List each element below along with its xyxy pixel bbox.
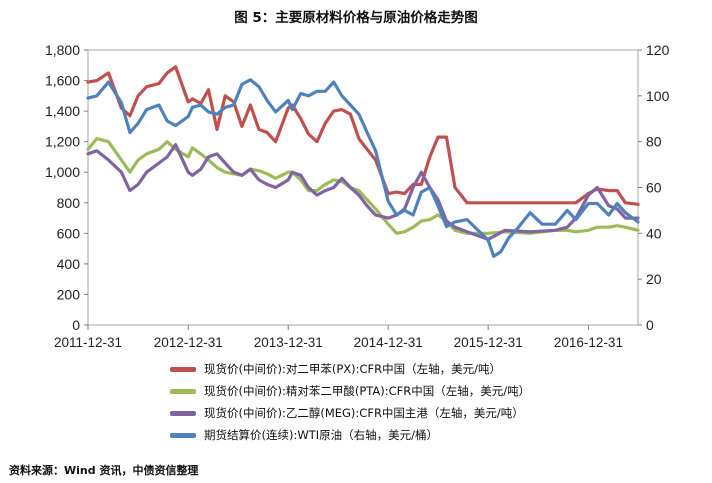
legend-item-2: 现货价(中间价):精对苯二甲酸(PTA):CFR中国（左轴，美元/吨） <box>170 380 530 402</box>
y-right-tick-label: 20 <box>646 271 662 287</box>
y-left-tick-label: 0 <box>72 317 80 333</box>
y-left-tick-label: 800 <box>57 195 81 211</box>
legend-swatch <box>170 388 196 394</box>
legend-item-1: 现货价(中间价):对二甲苯(PX):CFR中国（左轴，美元/吨） <box>170 358 530 380</box>
series-line-3 <box>86 143 640 241</box>
x-tick-label: 2015-12-31 <box>454 335 523 350</box>
y-left-tick-label: 1,000 <box>45 164 80 180</box>
data-source-note: 资料来源：Wind 资讯，中债资信整理 <box>9 464 199 477</box>
y-left-tick-label: 1,400 <box>45 103 80 119</box>
legend-label: 期货结算价(连续):WTI原油（右轴，美元/桶） <box>204 428 439 442</box>
x-tick-label: 2012-12-31 <box>154 335 223 350</box>
legend-swatch <box>170 366 196 372</box>
y-right-tick-label: 60 <box>646 180 662 196</box>
legend-item-3: 现货价(中间价):乙二醇(MEG):CFR中国主港（左轴，美元/吨） <box>170 402 530 424</box>
x-tick-label: 2011-12-31 <box>54 335 122 350</box>
y-right-tick-label: 80 <box>646 134 662 150</box>
y-right-tick-label: 100 <box>646 88 670 104</box>
plot-frame <box>87 49 639 326</box>
legend-label: 现货价(中间价):对二甲苯(PX):CFR中国（左轴，美元/吨） <box>204 362 502 376</box>
line-chart: 0 200 400 600 800 1,000 1,200 1,400 1,600 1,800 0 2… <box>45 42 670 350</box>
x-tick-label: 2016-12-31 <box>554 335 623 350</box>
legend-item-4: 期货结算价(连续):WTI原油（右轴，美元/桶） <box>170 424 530 446</box>
y-right-tick-label: 0 <box>646 317 654 333</box>
y-left-tick-label: 200 <box>57 286 81 302</box>
legend-swatch <box>170 432 196 438</box>
series-line-4 <box>86 78 640 258</box>
y-right-tick-label: 120 <box>646 42 670 58</box>
y-left-tick-label: 400 <box>57 256 81 272</box>
y-left-tick-label: 1,800 <box>45 42 80 58</box>
x-tick-label: 2014-12-31 <box>354 335 423 350</box>
legend-swatch <box>170 410 196 416</box>
y-left-tick-label: 600 <box>57 225 81 241</box>
chart-legend: 现货价(中间价):对二甲苯(PX):CFR中国（左轴，美元/吨） 现货价(中间价)… <box>170 358 530 446</box>
series-line-1 <box>86 65 640 206</box>
y-left-tick-label: 1,200 <box>45 134 80 150</box>
x-tick-label: 2013-12-31 <box>254 335 323 350</box>
y-left-tick-label: 1,600 <box>45 73 80 89</box>
chart-title: 图 5：主要原材料价格与原油价格走势图 <box>234 10 478 26</box>
legend-label: 现货价(中间价):乙二醇(MEG):CFR中国主港（左轴，美元/吨） <box>204 406 524 420</box>
legend-label: 现货价(中间价):精对苯二甲酸(PTA):CFR中国（左轴，美元/吨） <box>204 384 531 398</box>
y-right-tick-label: 40 <box>646 225 662 241</box>
